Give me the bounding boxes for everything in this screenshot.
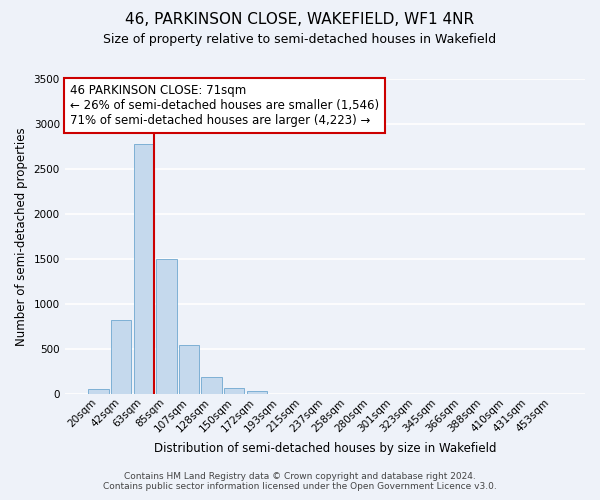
Text: 46 PARKINSON CLOSE: 71sqm
← 26% of semi-detached houses are smaller (1,546)
71% : 46 PARKINSON CLOSE: 71sqm ← 26% of semi-…: [70, 84, 379, 126]
Bar: [88, 388, 109, 394]
Y-axis label: Number of semi-detached properties: Number of semi-detached properties: [15, 127, 28, 346]
Bar: [156, 259, 176, 394]
Bar: [247, 391, 267, 394]
Bar: [111, 320, 131, 394]
Bar: [224, 388, 244, 394]
X-axis label: Distribution of semi-detached houses by size in Wakefield: Distribution of semi-detached houses by …: [154, 442, 496, 455]
Text: Contains HM Land Registry data © Crown copyright and database right 2024.: Contains HM Land Registry data © Crown c…: [124, 472, 476, 481]
Bar: [134, 144, 154, 394]
Bar: [179, 344, 199, 394]
Bar: [202, 377, 222, 394]
Text: Contains public sector information licensed under the Open Government Licence v3: Contains public sector information licen…: [103, 482, 497, 491]
Text: Size of property relative to semi-detached houses in Wakefield: Size of property relative to semi-detach…: [103, 32, 497, 46]
Text: 46, PARKINSON CLOSE, WAKEFIELD, WF1 4NR: 46, PARKINSON CLOSE, WAKEFIELD, WF1 4NR: [125, 12, 475, 28]
